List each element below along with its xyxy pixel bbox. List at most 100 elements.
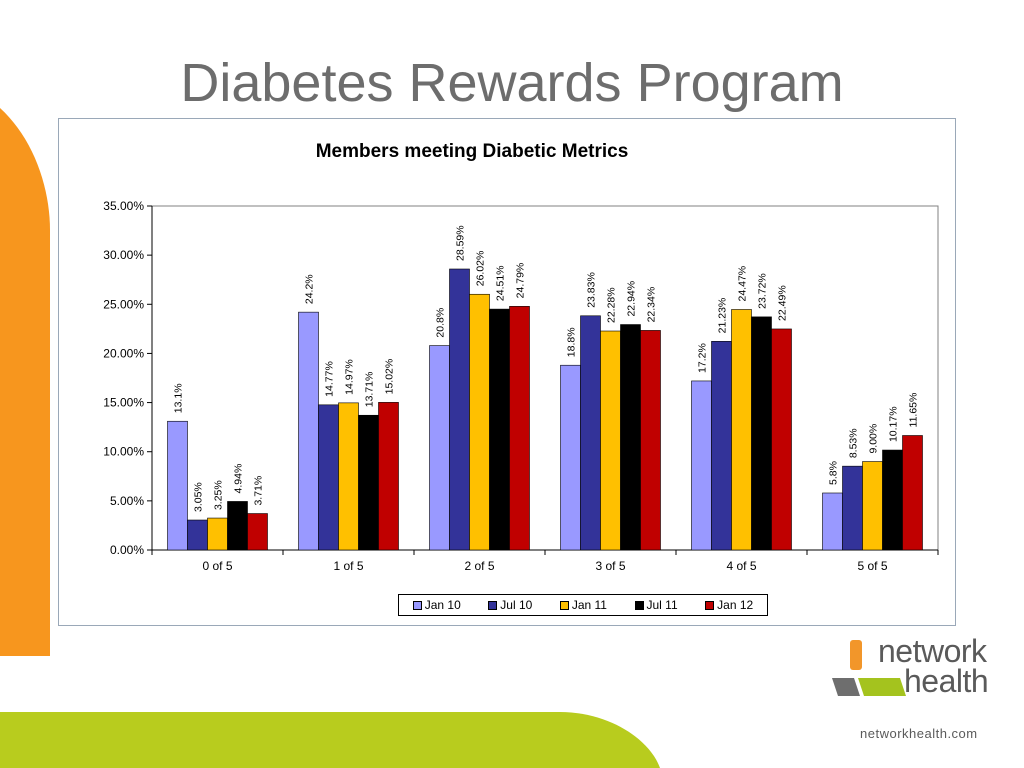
data-label: 15.02% — [384, 359, 396, 395]
data-label: 3.71% — [253, 476, 265, 506]
data-label: 26.02% — [475, 251, 487, 287]
bar — [429, 345, 450, 551]
legend-label: Jul 10 — [500, 598, 533, 612]
legend-label: Jul 11 — [646, 598, 678, 612]
data-label: 23.72% — [757, 273, 769, 309]
website-url: networkhealth.com — [860, 726, 978, 741]
data-label: 24.79% — [515, 263, 527, 299]
data-label: 22.94% — [626, 281, 638, 317]
y-tick-label: 0.00% — [110, 543, 144, 557]
y-tick-label: 30.00% — [103, 248, 144, 262]
legend-item: Jul 10 — [488, 598, 532, 612]
data-label: 5.8% — [828, 461, 840, 485]
legend-label: Jan 10 — [424, 598, 461, 612]
y-tick-label: 10.00% — [103, 445, 144, 459]
y-tick-label: 5.00% — [110, 494, 144, 508]
data-label: 11.65% — [908, 393, 920, 428]
x-tick-label: 5 of 5 — [857, 559, 887, 573]
legend-item: Jan 12 — [705, 598, 753, 612]
bar — [489, 308, 510, 551]
x-tick-label: 2 of 5 — [464, 559, 494, 573]
legend-item: Jul 11 — [634, 598, 678, 612]
data-label: 9.00% — [868, 424, 880, 454]
bar — [378, 402, 399, 551]
bar — [620, 324, 641, 551]
data-label: 13.71% — [364, 372, 376, 408]
bar — [187, 519, 208, 551]
legend-swatch — [559, 600, 569, 610]
data-label: 14.97% — [344, 359, 356, 395]
x-tick-label: 1 of 5 — [333, 559, 363, 573]
legend-item: Jan 10 — [412, 598, 461, 612]
brand-name-line2: health — [904, 663, 989, 699]
bar — [640, 330, 661, 551]
legend-label: Jan 11 — [571, 598, 607, 612]
y-tick-label: 20.00% — [103, 346, 144, 360]
legend-swatch — [705, 600, 715, 610]
bar — [509, 306, 530, 551]
green-bottom-shape — [0, 712, 660, 768]
bar — [580, 315, 601, 551]
x-tick-label: 3 of 5 — [595, 559, 625, 573]
bar — [691, 380, 712, 551]
data-label: 24.51% — [495, 265, 507, 301]
bar — [882, 449, 903, 551]
data-label: 13.1% — [173, 383, 185, 413]
data-label: 20.8% — [435, 308, 447, 338]
bar — [338, 402, 359, 551]
bar — [318, 404, 339, 551]
bar — [298, 311, 319, 551]
data-label: 22.34% — [646, 287, 658, 323]
bar — [449, 268, 470, 551]
bar — [358, 414, 379, 551]
x-tick-label: 4 of 5 — [726, 559, 756, 573]
data-label: 22.49% — [777, 285, 789, 321]
data-label: 23.83% — [586, 272, 598, 308]
data-label: 24.2% — [304, 274, 316, 304]
bar — [469, 293, 490, 551]
data-label: 10.17% — [888, 406, 900, 442]
brand-name-line1: network — [878, 633, 987, 669]
data-label: 3.25% — [213, 480, 225, 510]
plot-area — [151, 205, 939, 551]
bar — [560, 364, 581, 551]
legend-swatch — [412, 600, 422, 610]
data-label: 18.8% — [566, 327, 578, 357]
bar — [771, 328, 792, 551]
data-label: 4.94% — [233, 464, 245, 494]
orange-side-shape — [0, 108, 50, 656]
bar — [902, 435, 923, 551]
network-health-logo-icon — [832, 640, 906, 696]
data-label: 28.59% — [455, 225, 467, 261]
chart-legend: Jan 10 Jul 10 Jan 11 Jul 11 Jan 12 — [398, 594, 768, 616]
chart-title: Members meeting Diabetic Metrics — [315, 141, 629, 162]
slide-title: Diabetes Rewards Program — [180, 53, 844, 113]
data-label: 14.77% — [324, 361, 336, 397]
data-label: 3.05% — [193, 482, 205, 512]
bar — [842, 465, 863, 551]
bar — [247, 513, 268, 551]
bar — [600, 330, 621, 551]
data-label: 21.23% — [717, 298, 729, 334]
bar — [822, 492, 843, 551]
data-label: 17.2% — [697, 343, 709, 373]
legend-swatch — [634, 600, 644, 610]
data-label: 22.28% — [606, 287, 618, 323]
bar — [731, 309, 752, 551]
data-label: 8.53% — [848, 428, 860, 458]
data-label: 24.47% — [737, 266, 749, 302]
y-tick-label: 15.00% — [103, 396, 144, 410]
bar — [167, 420, 188, 551]
y-tick-label: 35.00% — [103, 199, 144, 213]
legend-label: Jan 12 — [717, 598, 754, 612]
y-tick-label: 25.00% — [103, 297, 144, 311]
bar — [227, 501, 248, 551]
bar — [207, 517, 228, 551]
legend-item: Jan 11 — [559, 598, 607, 612]
brand-name: network health — [878, 633, 989, 699]
legend-swatch — [488, 600, 498, 610]
bar — [862, 461, 883, 551]
bar — [711, 341, 732, 551]
